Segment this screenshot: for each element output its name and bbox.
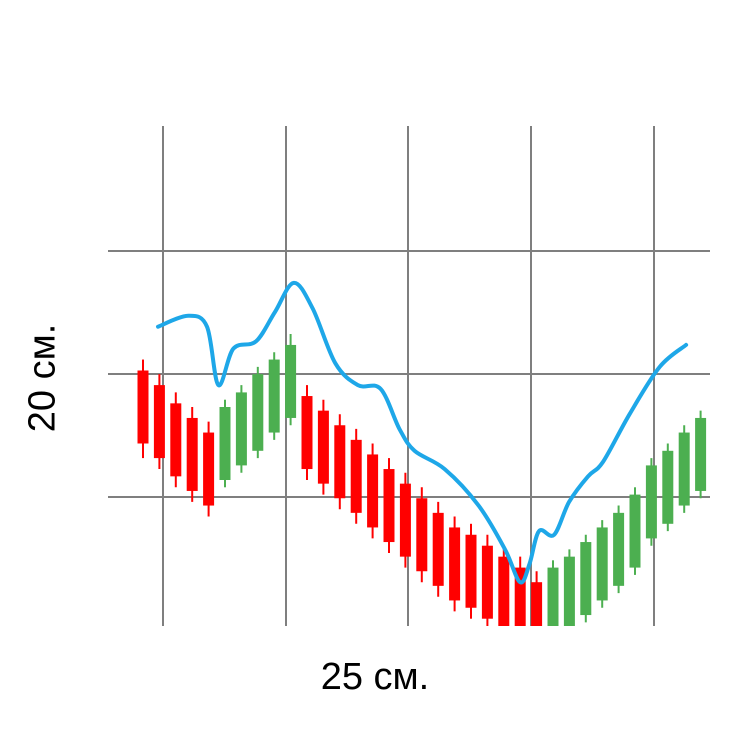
candle-up bbox=[695, 410, 707, 499]
candle-body bbox=[186, 417, 198, 491]
candle-down bbox=[317, 399, 329, 495]
candle-body bbox=[235, 392, 247, 466]
candle-body bbox=[399, 483, 411, 557]
candle-up bbox=[563, 549, 575, 626]
candle-up bbox=[596, 520, 608, 608]
chart-panel bbox=[108, 126, 710, 626]
candle-up bbox=[285, 334, 297, 426]
candle-body bbox=[514, 567, 526, 626]
candle-up bbox=[629, 487, 641, 575]
candle-body bbox=[268, 359, 280, 433]
candle-body bbox=[137, 370, 149, 444]
candle-down bbox=[498, 545, 510, 626]
candle-body bbox=[170, 403, 182, 477]
candle-down bbox=[432, 501, 444, 597]
candle-body bbox=[252, 374, 264, 451]
candle-down bbox=[367, 443, 379, 539]
candle-up bbox=[645, 458, 657, 546]
candle-body bbox=[219, 407, 231, 480]
candle-down bbox=[514, 556, 526, 626]
candle-down bbox=[203, 421, 215, 517]
candle-body bbox=[432, 512, 444, 586]
candle-down bbox=[399, 472, 411, 568]
candlestick-chart bbox=[108, 126, 710, 626]
candle-body bbox=[465, 534, 477, 608]
candle-down bbox=[465, 523, 477, 619]
width-dimension-label: 25 см. bbox=[320, 656, 430, 698]
candle-down bbox=[186, 407, 198, 502]
candle-down bbox=[383, 458, 395, 553]
candle-body bbox=[695, 417, 707, 491]
candle-down bbox=[449, 516, 461, 612]
candle-up bbox=[678, 425, 690, 513]
candle-up bbox=[219, 399, 231, 488]
candle-body bbox=[613, 512, 625, 586]
candle-down bbox=[481, 534, 493, 626]
candle-up bbox=[613, 505, 625, 594]
candle-body bbox=[629, 494, 641, 568]
candle-body bbox=[563, 556, 575, 626]
candle-body bbox=[350, 439, 362, 513]
candle-down bbox=[350, 428, 362, 524]
candle-body bbox=[531, 582, 543, 626]
candle-up bbox=[662, 443, 674, 532]
candle-down bbox=[301, 385, 313, 480]
candle-body bbox=[285, 344, 297, 418]
candle-body bbox=[383, 469, 395, 543]
candle-down bbox=[334, 414, 346, 510]
candle-body bbox=[498, 556, 510, 626]
candle-body bbox=[367, 454, 379, 528]
candle-down bbox=[416, 487, 428, 583]
candle-down bbox=[531, 571, 543, 626]
candle-body bbox=[203, 432, 215, 506]
candle-body bbox=[449, 527, 461, 601]
candle-up bbox=[580, 534, 592, 623]
candle-body bbox=[153, 385, 165, 459]
candle-up bbox=[235, 385, 247, 473]
candle-body bbox=[580, 542, 592, 616]
candle-body bbox=[645, 465, 657, 539]
candle-body bbox=[547, 567, 559, 626]
candle-up bbox=[547, 560, 559, 626]
candle-body bbox=[301, 396, 313, 470]
candle-up bbox=[268, 352, 280, 440]
candle-up bbox=[252, 366, 264, 459]
candle-down bbox=[137, 359, 149, 459]
candle-down bbox=[153, 374, 165, 470]
candle-body bbox=[317, 410, 329, 484]
candle-body bbox=[334, 425, 346, 499]
candle-body bbox=[678, 432, 690, 506]
height-dimension-label: 20 см. bbox=[21, 323, 64, 433]
candles bbox=[137, 334, 707, 626]
candle-body bbox=[662, 450, 674, 524]
candle-body bbox=[416, 498, 428, 572]
candle-body bbox=[596, 527, 608, 601]
trend-line bbox=[156, 280, 689, 585]
candle-body bbox=[481, 545, 493, 619]
candle-down bbox=[170, 392, 182, 488]
